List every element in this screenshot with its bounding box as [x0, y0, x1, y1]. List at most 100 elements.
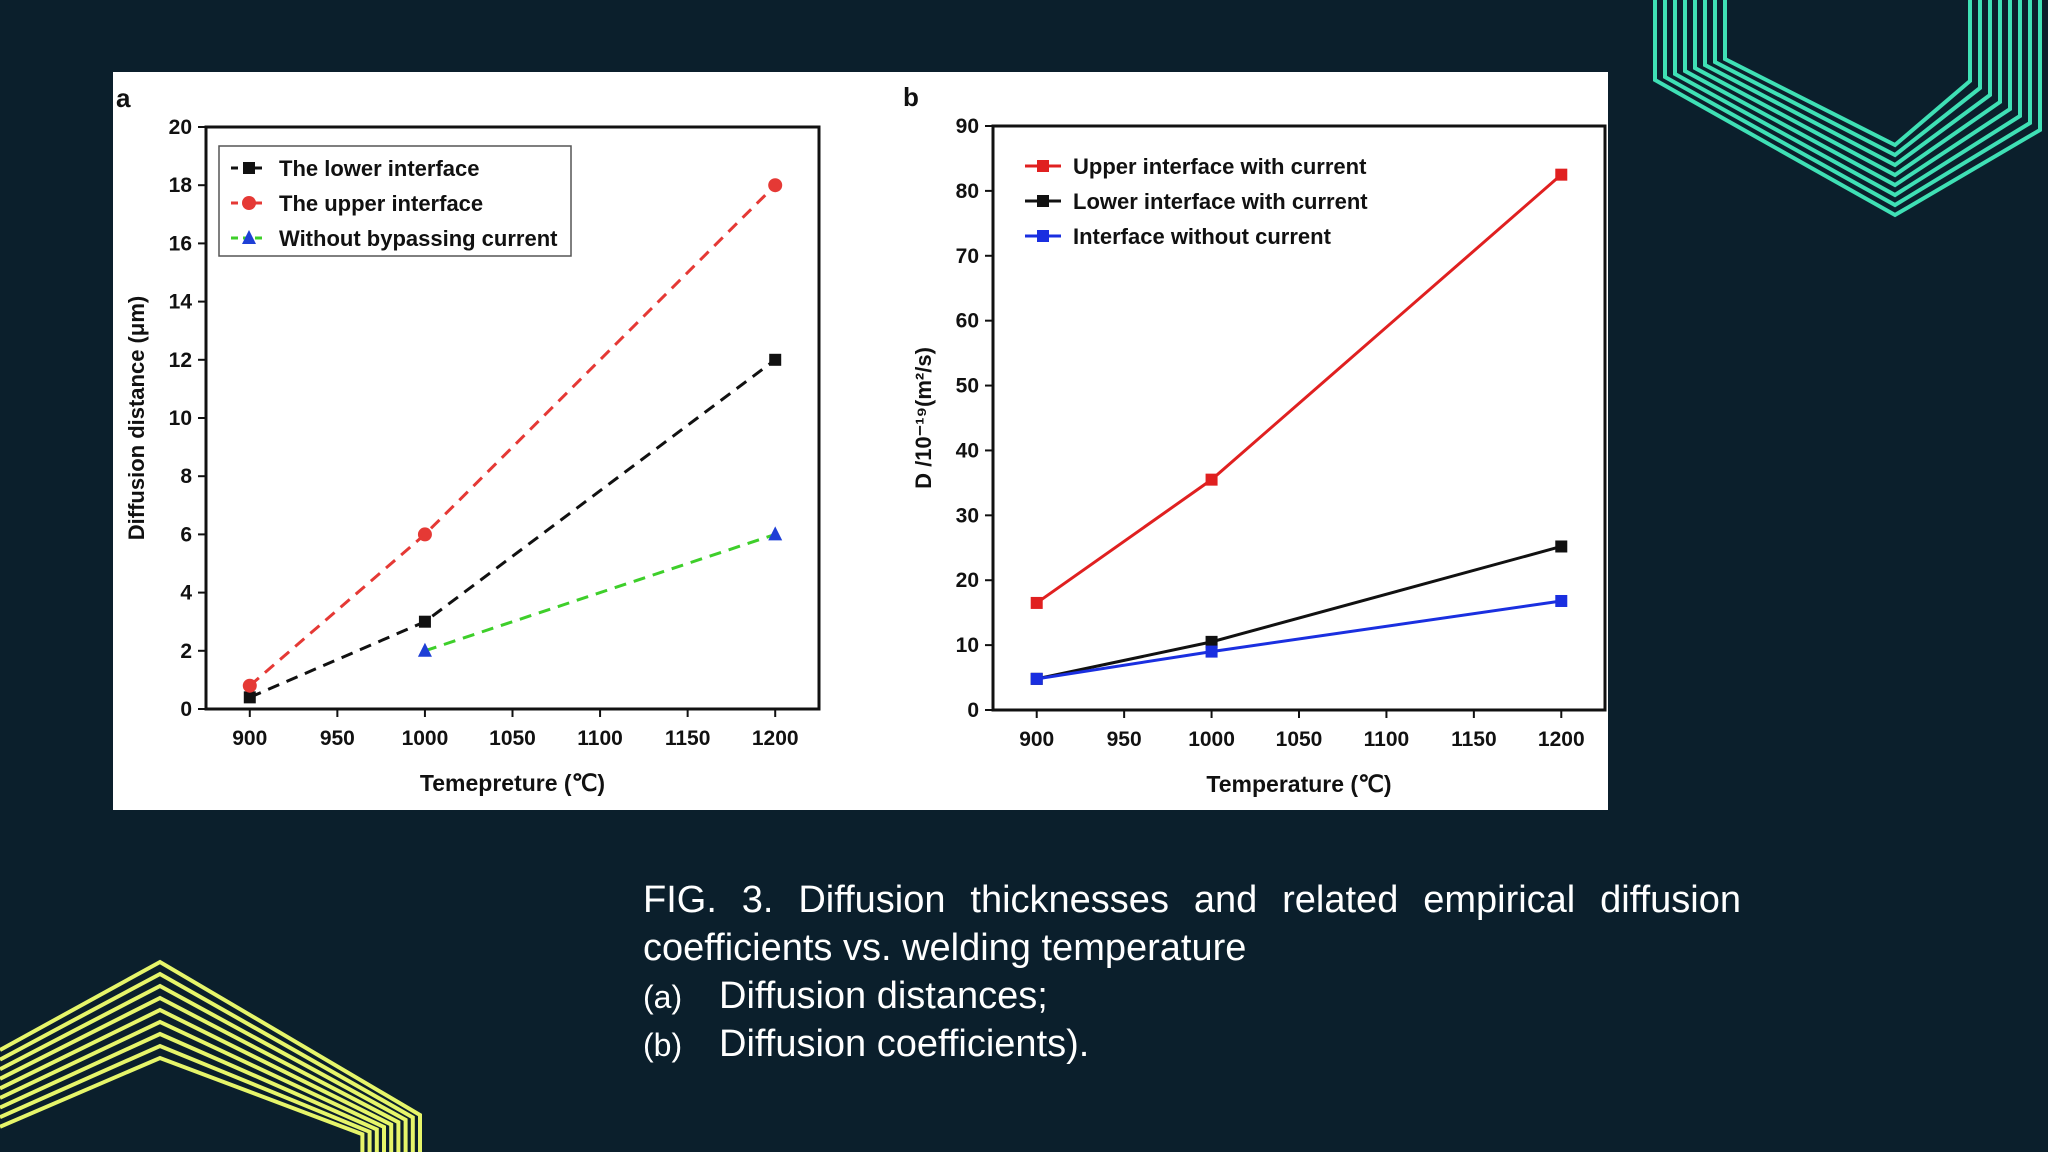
- y-tick-label: 0: [180, 698, 192, 721]
- panel-label: a: [116, 83, 131, 113]
- series-line: [424, 532, 776, 653]
- y-tick-label: 90: [956, 115, 979, 138]
- caption-item-a-label: (a): [643, 979, 683, 1015]
- y-tick-label: 16: [169, 232, 192, 255]
- decorative-chevron-line: [1713, 0, 1982, 158]
- y-tick-label: 12: [169, 349, 192, 372]
- decorative-chevron-line: [1653, 0, 2042, 218]
- data-point-0: [242, 678, 257, 693]
- series-line: [248, 184, 777, 687]
- data-point-1: [1205, 635, 1218, 648]
- decorative-chevron-line: [1683, 0, 2012, 188]
- legend-box: [218, 145, 572, 257]
- series-2: [1030, 594, 1568, 685]
- data-point-0: [1030, 672, 1043, 685]
- decorative-hexagon-pattern-top-right: [1653, 0, 2042, 218]
- decorative-chevron-line: [0, 1043, 372, 1152]
- data-point-1: [768, 526, 783, 541]
- x-tick-label: 1050: [1276, 728, 1323, 751]
- x-axis-label: Temperature (℃): [1206, 771, 1391, 797]
- data-point-legend-2: [1037, 230, 1049, 242]
- x-tick-label: 1050: [489, 727, 536, 750]
- figure-panel: a 900 950 1000 1050 1100 1150 1200 0 2 4 6 8 10 12 14 16…: [113, 72, 1608, 810]
- data-point-legend-0: [243, 162, 255, 174]
- data-point-legend-2: [242, 230, 256, 244]
- series-line: [1036, 599, 1562, 681]
- legend-label-2: Without bypassing current: [279, 226, 558, 251]
- y-tick-label: 70: [956, 245, 979, 268]
- data-point-2: [768, 178, 783, 193]
- x-tick-label: 1100: [1364, 728, 1410, 751]
- data-point-0: [243, 691, 256, 704]
- x-tick-label: 1100: [577, 727, 623, 750]
- x-tick-label: 1000: [402, 727, 449, 750]
- data-point-1: [418, 615, 431, 628]
- y-tick-label: 6: [180, 523, 192, 546]
- y-tick-label: 18: [169, 174, 193, 197]
- decorative-chevron-line: [0, 971, 415, 1152]
- x-tick-label: 1150: [665, 727, 711, 750]
- data-point-0: [1030, 596, 1043, 609]
- y-tick-label: 4: [180, 582, 192, 605]
- legend-label-0: The lower interface: [279, 156, 480, 181]
- caption-item-b-text: Diffusion coefficients).: [719, 1023, 1090, 1065]
- decorative-chevron-line: [1703, 0, 1992, 168]
- series-0: [243, 353, 782, 704]
- data-point-1: [417, 527, 432, 542]
- caption-title: FIG. 3. Diffusion thicknesses and relate…: [643, 879, 1741, 969]
- y-tick-label: 20: [956, 569, 979, 592]
- y-tick-label: 80: [956, 180, 979, 203]
- y-tick-label: 20: [169, 116, 192, 139]
- series-line: [249, 358, 777, 699]
- y-axis-label: D /10⁻¹⁹(m²/s): [911, 347, 936, 489]
- panel-label: b: [903, 82, 919, 112]
- series-2: [417, 526, 783, 657]
- data-point-0: [417, 642, 432, 657]
- legend-label-0: Upper interface with current: [1073, 154, 1367, 179]
- decorative-chevron-line: [1693, 0, 2002, 178]
- x-axis-label: Temepreture (℃): [420, 770, 605, 796]
- y-tick-label: 40: [956, 439, 979, 462]
- data-point-2: [1555, 168, 1568, 181]
- decorative-chevron-line: [0, 959, 422, 1152]
- decorative-chevron-line: [1723, 0, 1972, 148]
- decorative-chevron-line: [1663, 0, 2032, 208]
- x-tick-label: 900: [232, 727, 267, 750]
- x-tick-label: 1200: [752, 727, 799, 750]
- series-1: [242, 178, 783, 693]
- decorative-chevron-line: [0, 1019, 386, 1152]
- decorative-chevron-line: [1673, 0, 2022, 198]
- chart-a: a 900 950 1000 1050 1100 1150 1200 0 2 4 6 8 10 12 14 16…: [116, 83, 821, 796]
- decorative-chevron-line: [0, 1031, 379, 1152]
- y-tick-label: 2: [180, 640, 192, 663]
- legend: The lower interface The upper interface Wi…: [218, 145, 572, 257]
- y-tick-label: 0: [967, 699, 979, 722]
- x-tick-label: 950: [320, 727, 355, 750]
- data-point-1: [1205, 645, 1218, 658]
- decorative-chevron-line: [0, 995, 401, 1152]
- data-point-legend-1: [1037, 195, 1049, 207]
- x-tick-label: 1000: [1188, 728, 1235, 751]
- x-tick-label: 1200: [1538, 728, 1585, 751]
- x-tick-label: 1150: [1451, 728, 1497, 751]
- data-point-1: [1205, 473, 1218, 486]
- data-point-2: [1555, 540, 1568, 553]
- legend-label-1: Lower interface with current: [1073, 189, 1368, 214]
- data-point-2: [769, 353, 782, 366]
- legend-label-1: The upper interface: [279, 191, 483, 216]
- caption-item-a: (a) Diffusion distances;: [643, 972, 1048, 1021]
- chart-b: b 900 950 1000 1050 1100 1150 1200 0 10 20 30 40 50 60…: [903, 82, 1607, 797]
- series-0: [1030, 168, 1568, 609]
- legend-label-2: Interface without current: [1073, 224, 1332, 249]
- data-point-legend-1: [242, 196, 256, 210]
- y-tick-label: 60: [956, 310, 979, 333]
- data-point-legend-0: [1037, 160, 1049, 172]
- caption-item-b-label: (b): [643, 1027, 683, 1063]
- y-tick-label: 50: [956, 375, 979, 398]
- caption-item-a-text: Diffusion distances;: [719, 975, 1048, 1017]
- y-axis-label: Diffusion distance (μm): [124, 296, 149, 540]
- x-tick-label: 950: [1107, 728, 1142, 751]
- legend: Upper interface with current Lower interf…: [1025, 154, 1368, 249]
- y-tick-label: 10: [169, 407, 192, 430]
